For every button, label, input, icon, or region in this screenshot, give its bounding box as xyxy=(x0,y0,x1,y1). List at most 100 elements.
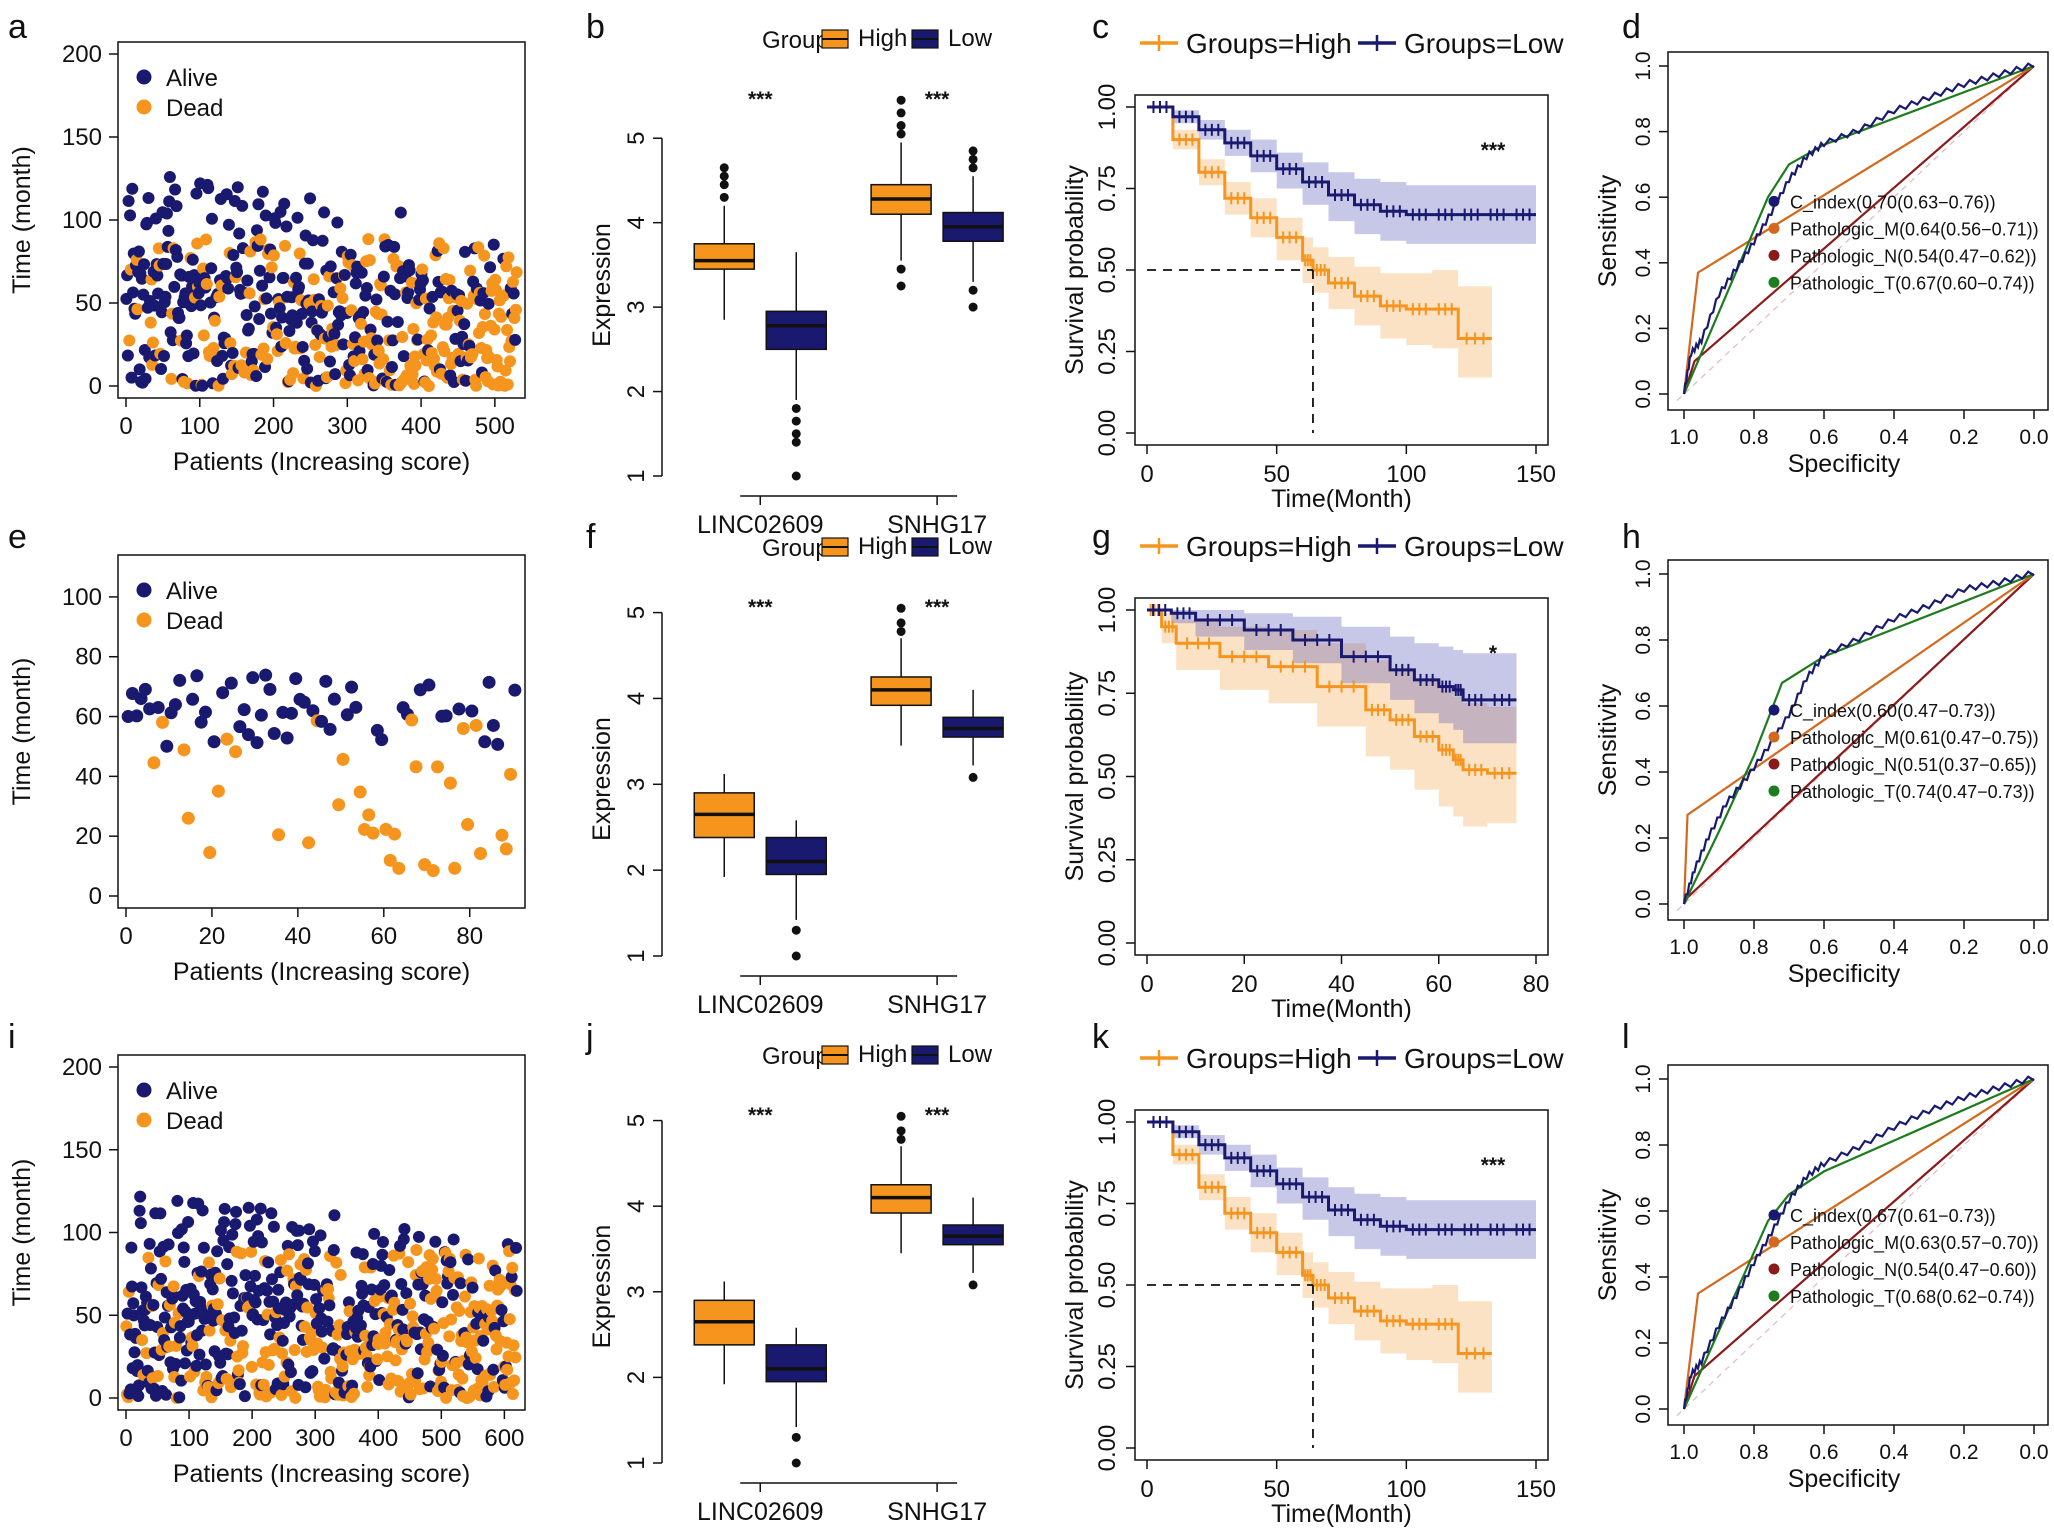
alive-point xyxy=(377,270,390,283)
alive-point xyxy=(241,728,255,742)
dead-point xyxy=(503,1313,516,1326)
outlier-point xyxy=(968,154,978,164)
dead-point xyxy=(400,1335,413,1348)
legend-label-high: Groups=High xyxy=(1186,28,1352,59)
alive-point xyxy=(470,1317,483,1330)
y-axis-label: Expression xyxy=(588,717,616,841)
legend-label-low: Groups=Low xyxy=(1404,1043,1564,1074)
box-SNHG17-High xyxy=(870,95,932,291)
alive-point xyxy=(332,318,345,331)
dead-point xyxy=(267,249,280,262)
alive-point xyxy=(403,264,416,277)
dead-point xyxy=(377,353,390,366)
outlier-point xyxy=(791,416,801,426)
alive-point xyxy=(255,1236,268,1249)
dead-point xyxy=(438,345,451,358)
dead-point xyxy=(197,329,210,342)
category-label: LINC02609 xyxy=(697,991,823,1019)
alive-point xyxy=(132,1379,145,1392)
y-tick-label: 0.25 xyxy=(1094,328,1121,375)
dead-point xyxy=(428,1322,441,1335)
x-tick-label: 0.2 xyxy=(1949,1441,1978,1464)
dead-point xyxy=(123,334,136,347)
alive-point xyxy=(321,1315,334,1328)
dead-point xyxy=(422,379,435,392)
alive-point xyxy=(422,678,436,692)
dead-point xyxy=(319,1383,332,1396)
legend-label: Pathologic_M(0.64(0.56−0.71)) xyxy=(1790,219,2039,240)
alive-point xyxy=(196,379,209,392)
dead-point xyxy=(501,323,514,336)
alive-point xyxy=(291,211,304,224)
alive-point xyxy=(169,183,182,196)
dead-point xyxy=(289,1391,302,1404)
alive-point xyxy=(316,234,329,247)
y-tick-label: 1 xyxy=(623,1456,650,1469)
outlier-point xyxy=(896,95,906,105)
alive-point xyxy=(447,1233,460,1246)
legend-marker-alive xyxy=(136,69,152,85)
alive-point xyxy=(187,347,200,360)
alive-point xyxy=(173,1331,186,1344)
dead-point xyxy=(488,323,501,336)
alive-point xyxy=(132,1390,145,1403)
legend-label: Pathologic_N(0.54(0.47−0.60)) xyxy=(1790,1260,2037,1281)
box-body xyxy=(765,836,827,876)
alive-point xyxy=(195,1265,208,1278)
alive-point xyxy=(331,216,344,229)
dead-point xyxy=(307,273,320,286)
alive-point xyxy=(304,192,317,205)
alive-point xyxy=(233,1378,246,1391)
outlier-point xyxy=(719,171,729,181)
x-tick-label: 20 xyxy=(199,923,226,950)
x-tick-label: 0 xyxy=(119,1425,132,1452)
dead-point xyxy=(152,242,165,255)
dead-point xyxy=(389,1354,402,1367)
alive-point xyxy=(224,676,238,690)
alive-point xyxy=(510,1284,523,1297)
dead-point xyxy=(506,1388,519,1401)
outlier-point xyxy=(896,264,906,274)
panel-j: j12345LINC02609***SNHG17***ExpressionGro… xyxy=(585,1018,1004,1526)
alive-point xyxy=(155,363,168,376)
y-tick-label: 50 xyxy=(75,1302,102,1329)
alive-point xyxy=(508,683,522,697)
dead-point xyxy=(406,1310,419,1323)
alive-point xyxy=(357,306,370,319)
alive-point xyxy=(272,1283,285,1296)
alive-point xyxy=(296,340,309,353)
alive-point xyxy=(221,1258,234,1271)
alive-point xyxy=(211,1245,224,1258)
alive-point xyxy=(295,307,308,320)
outlier-point xyxy=(896,1126,906,1136)
panel-label-d: d xyxy=(1622,8,1641,46)
y-tick-label: 0 xyxy=(89,373,102,400)
panel-c: c 0 50 100 150 0.00 0.25 0.50 0.75 1.00 Time(Month… xyxy=(1061,8,1564,513)
significance-label: *** xyxy=(925,596,950,619)
alive-point xyxy=(231,181,244,194)
dead-point xyxy=(336,752,350,766)
roc-curve-0 xyxy=(1682,1075,2035,1410)
x-tick-label: 100 xyxy=(169,1425,209,1452)
dead-point xyxy=(254,233,267,246)
dead-point xyxy=(322,1283,335,1296)
legend-label-low: Low xyxy=(948,1041,993,1068)
outlier-point xyxy=(896,129,906,139)
alive-point xyxy=(241,274,254,287)
alive-point xyxy=(122,194,135,207)
alive-point xyxy=(190,669,204,683)
alive-point xyxy=(127,1309,140,1322)
outlier-point xyxy=(896,1111,906,1121)
alive-point xyxy=(375,733,389,747)
reference-diagonal xyxy=(1676,1078,2035,1417)
alive-point xyxy=(397,1233,410,1246)
alive-point xyxy=(160,257,173,270)
box-body xyxy=(765,1344,827,1383)
dead-point xyxy=(279,337,292,350)
dead-point xyxy=(425,329,438,342)
alive-point xyxy=(344,248,357,261)
outlier-point xyxy=(896,108,906,118)
y-tick-label: 4 xyxy=(623,692,650,705)
category-label: SNHG17 xyxy=(887,991,987,1019)
legend-label-dead: Dead xyxy=(166,1108,223,1135)
